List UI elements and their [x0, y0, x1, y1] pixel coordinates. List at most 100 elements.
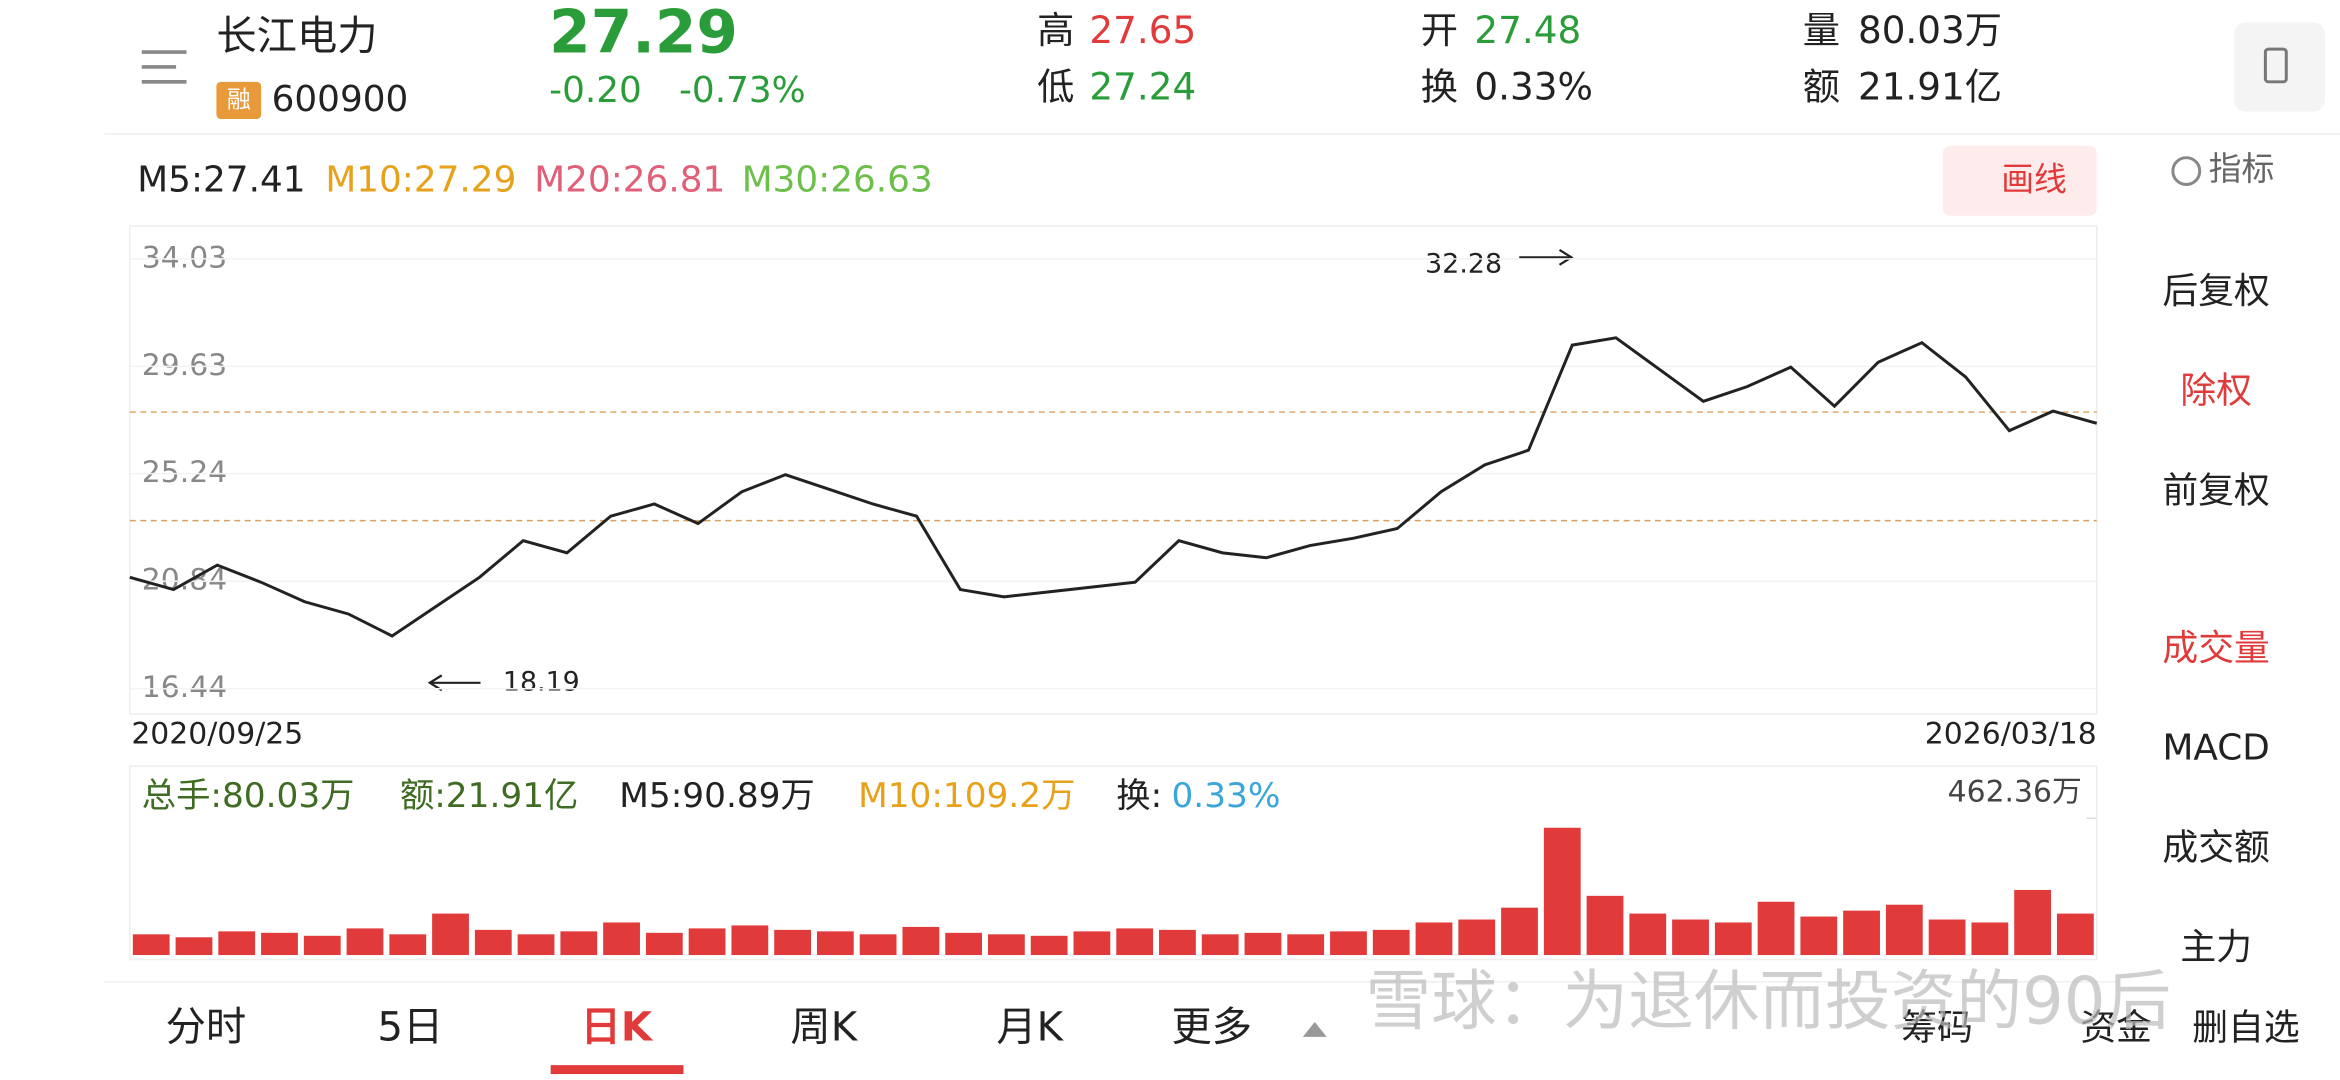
tab[interactable]: 删自选	[2192, 1007, 2299, 1048]
sidebar-item[interactable]: 成交量	[2162, 628, 2269, 669]
device-button[interactable]	[2234, 22, 2326, 112]
volume-bar	[1543, 827, 1581, 956]
volume-frame	[129, 765, 2098, 961]
volume-bar	[346, 928, 384, 956]
volume-bar	[218, 931, 256, 956]
y-tick-label: 462.36万	[1948, 774, 2082, 809]
stock-code: 600900	[272, 79, 409, 120]
volume-bar	[1928, 919, 1966, 956]
volume-bar	[1116, 928, 1154, 956]
label: 开	[1421, 8, 1458, 52]
sidebar-item[interactable]: 成交额	[2162, 827, 2269, 868]
volume-bar	[474, 929, 512, 956]
sidebar-item[interactable]: 前复权	[2162, 470, 2269, 511]
volume-bar	[1287, 934, 1325, 956]
sidebar-item[interactable]: 主力	[2180, 927, 2252, 968]
volume-bar	[816, 931, 854, 956]
volume-bar	[859, 934, 897, 956]
volume-bar	[1672, 919, 1709, 956]
label: 换	[1421, 65, 1458, 109]
indicator-button[interactable]: 指标	[2209, 150, 2275, 188]
vol-turnover: 0.33%	[1171, 776, 1280, 816]
volume-bar	[1415, 922, 1453, 956]
sidebar-item[interactable]: 除权	[2180, 371, 2252, 412]
tab[interactable]: 月K	[996, 1004, 1064, 1050]
value: 0.33%	[1474, 65, 1592, 109]
vol-turnover-label: 换:	[1116, 776, 1162, 816]
end-date: 2026/03/18	[1925, 716, 2097, 751]
volume-bar	[303, 935, 341, 956]
volume-bar	[1372, 929, 1410, 956]
tab[interactable]: 分时	[166, 1004, 247, 1050]
watermark: 雪球：为退休而投资的90后	[1365, 964, 2171, 1040]
volume-bar	[132, 934, 170, 956]
volume-bar	[261, 932, 298, 956]
volume-bar	[1586, 895, 1624, 956]
volume-bar	[389, 934, 427, 956]
volume-bar	[175, 937, 213, 956]
y-tick-label: 34.03	[142, 240, 227, 275]
volume-bar	[987, 934, 1025, 956]
volume-bar	[1800, 916, 1838, 956]
tabs: 分时 5日 日K 周K 月K 更多 筹码 资金 删自选	[166, 1004, 2300, 1050]
price-line	[129, 336, 2098, 638]
tab[interactable]: 更多	[1171, 1004, 1252, 1050]
indicator-icon	[2171, 156, 2202, 186]
draw-button[interactable]	[1943, 145, 2097, 216]
tab[interactable]: 5日	[377, 1004, 443, 1050]
volume-bar	[1885, 904, 1923, 956]
draw-label: 画线	[2001, 161, 2067, 199]
volume-bar	[1159, 929, 1196, 956]
value: 21.91亿	[1858, 65, 2002, 109]
tab[interactable]: 资金	[2080, 1007, 2152, 1048]
volume-bar	[517, 934, 555, 956]
volume-bar	[1073, 931, 1111, 956]
badge: 融	[227, 86, 251, 114]
vol-total: 总手:80.03万	[142, 776, 355, 816]
vol-m5: M5:90.89万	[619, 776, 814, 816]
volume-bar	[1501, 907, 1538, 956]
sidebar-item[interactable]: MACD	[2162, 728, 2269, 769]
stock-name: 长江电力	[216, 14, 377, 60]
value: 27.65	[1089, 8, 1196, 52]
start-date: 2020/09/25	[131, 716, 303, 751]
volume-bar	[902, 926, 940, 956]
price: 27.29	[549, 0, 738, 67]
volume-bar	[560, 931, 598, 956]
vol-amount: 额:21.91亿	[400, 776, 578, 816]
arrow	[427, 674, 443, 692]
badge-bg	[216, 81, 262, 120]
volume-bar	[2056, 913, 2094, 956]
ma10: M10:27.29	[325, 160, 516, 201]
volume-bar	[1330, 931, 1367, 956]
menu-icon[interactable]	[141, 50, 187, 84]
y-tick-label: 29.63	[142, 348, 227, 383]
volume-bar	[1714, 922, 1752, 956]
ma5: M5:27.41	[137, 160, 305, 201]
high-annotation: 32.28	[1425, 248, 1502, 279]
volume-bar	[432, 913, 469, 956]
volume-bar	[688, 928, 726, 956]
tab[interactable]: 周K	[790, 1004, 858, 1050]
value: 27.48	[1474, 8, 1581, 52]
sidebar-item[interactable]: 后复权	[2162, 271, 2269, 312]
label: 量	[1803, 8, 1840, 52]
volume-bar	[774, 929, 811, 956]
tab[interactable]: 筹码	[1901, 1007, 1973, 1048]
low-annotation: 18.19	[503, 666, 580, 697]
y-tick-label: 16.44	[142, 670, 227, 705]
volume-bar	[945, 932, 983, 956]
price-frame	[129, 225, 2098, 715]
label: 高	[1037, 8, 1074, 52]
volume-bar	[1030, 935, 1068, 956]
volume-bar	[1757, 901, 1795, 956]
volume-bar	[731, 925, 769, 956]
tab-underline	[550, 1065, 684, 1075]
label: 额	[1803, 65, 1840, 109]
y-tick-label: 25.24	[142, 455, 227, 490]
volume-bar	[1629, 913, 1667, 956]
volume-bar	[1843, 910, 1880, 956]
tab[interactable]: 日K	[581, 1004, 654, 1050]
